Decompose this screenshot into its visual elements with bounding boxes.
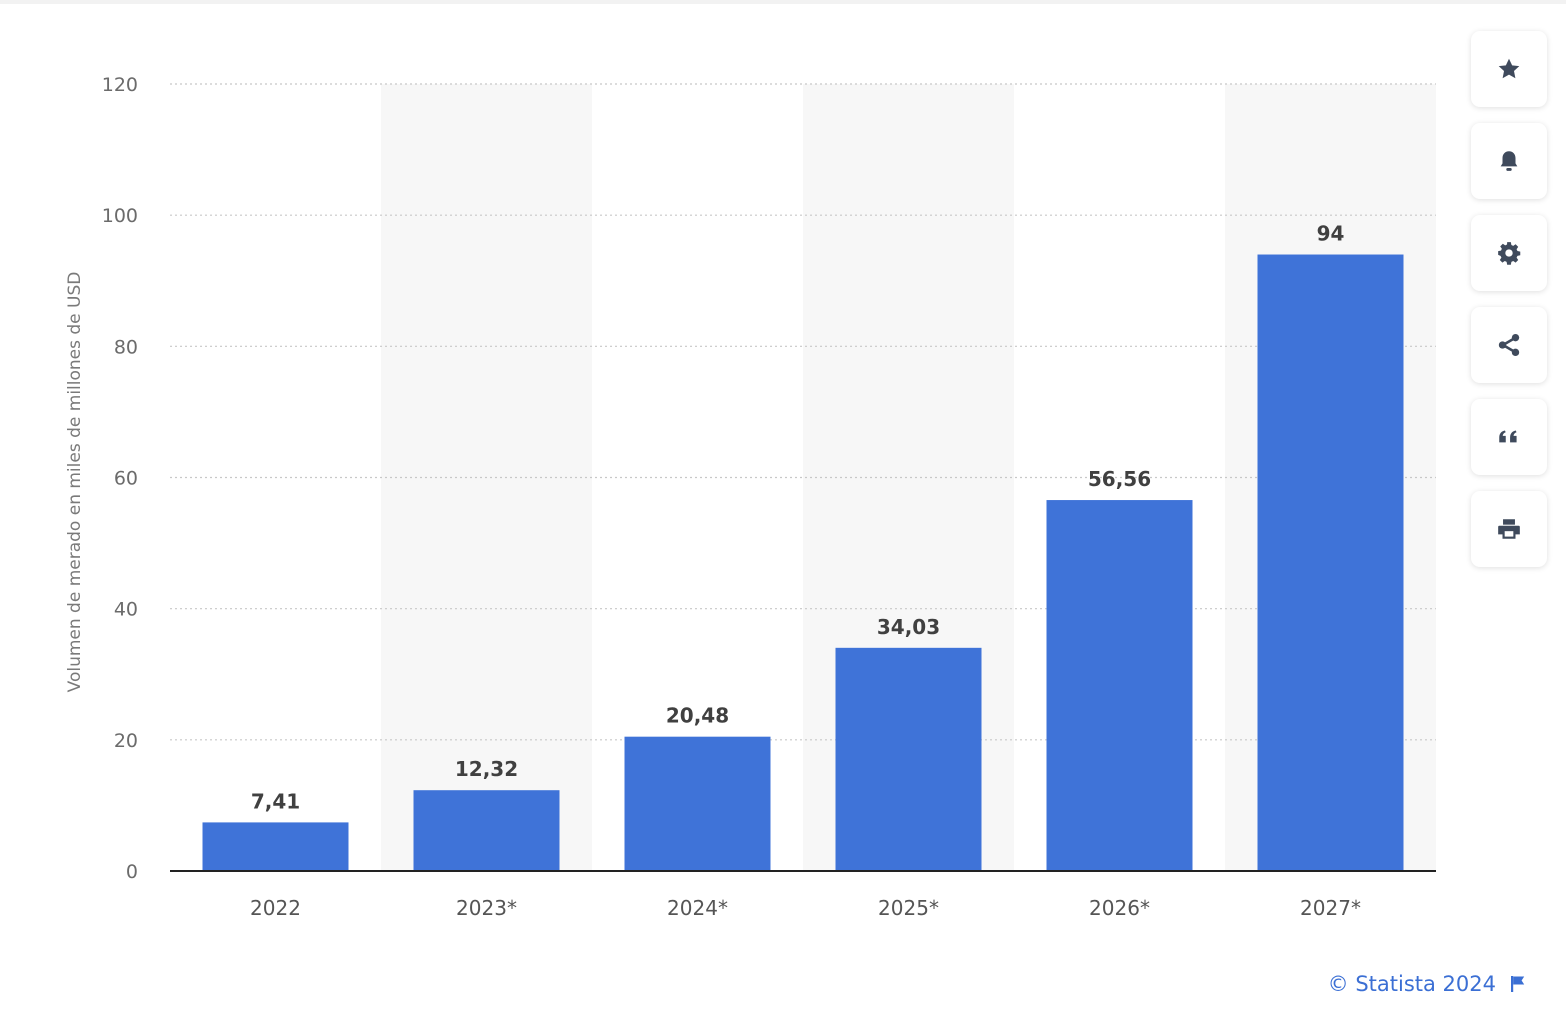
quote-icon [1499, 430, 1517, 443]
data-label: 7,41 [251, 789, 300, 813]
bar [1046, 500, 1193, 871]
printer-icon [1498, 519, 1520, 539]
data-label: 94 [1317, 222, 1345, 246]
x-tick-label: 2023* [456, 896, 517, 920]
bar [202, 822, 349, 871]
y-tick-label: 80 [114, 336, 138, 358]
bell-icon [1500, 151, 1518, 171]
bar [413, 790, 560, 871]
bar [624, 736, 771, 871]
credit-text: © Statista 2024 [1327, 972, 1496, 996]
favorite-button[interactable] [1471, 31, 1547, 107]
x-tick-label: 2025* [878, 896, 939, 920]
data-label: 20,48 [666, 704, 729, 728]
y-tick-label: 40 [114, 599, 138, 621]
x-tick-label: 2024* [667, 896, 728, 920]
chart-card: 0 20 40 60 80 100 120 7,41 2022 12,32 2023* 20,48 20… [0, 4, 1566, 1016]
data-label: 12,32 [455, 757, 518, 781]
statista-credit-link[interactable]: © Statista 2024 [1328, 972, 1526, 996]
y-tick-label: 20 [114, 730, 138, 752]
data-label: 56,56 [1088, 467, 1151, 491]
x-tick-label: 2026* [1089, 896, 1150, 920]
settings-button[interactable] [1471, 215, 1547, 291]
star-icon [1498, 58, 1520, 79]
x-tick-label: 2027* [1300, 896, 1361, 920]
cite-button[interactable] [1471, 399, 1547, 475]
x-tick-label: 2022 [250, 896, 301, 920]
data-label: 34,03 [877, 615, 940, 639]
gear-icon [1498, 242, 1521, 265]
y-tick-label: 0 [126, 861, 138, 883]
y-tick-label: 100 [102, 205, 138, 227]
y-tick-label: 120 [102, 74, 138, 96]
y-axis-title: Volumen de merado en miles de millones d… [65, 272, 85, 693]
y-tick-label: 60 [114, 468, 138, 490]
print-button[interactable] [1471, 491, 1547, 567]
bar [1257, 254, 1404, 871]
bar [835, 647, 982, 871]
share-icon [1498, 333, 1520, 357]
notification-button[interactable] [1471, 123, 1547, 199]
share-button[interactable] [1471, 307, 1547, 383]
bar-chart: 0 20 40 60 80 100 120 7,41 2022 12,32 2023* 20,48 20… [65, 74, 1436, 920]
flag-icon [1511, 976, 1525, 992]
